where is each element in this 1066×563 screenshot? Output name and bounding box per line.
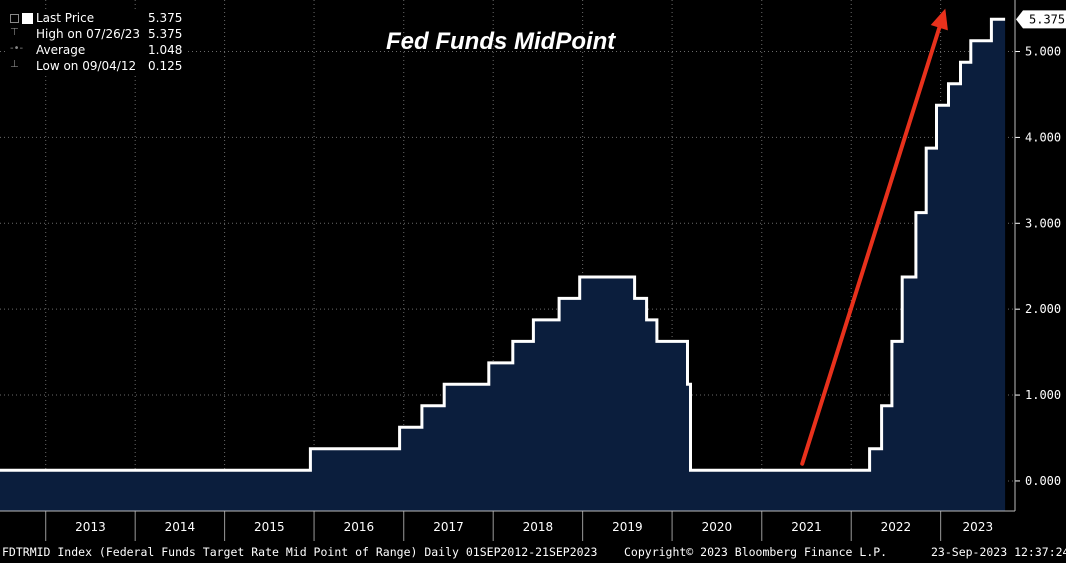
- x-tick-label: 2016: [344, 520, 375, 534]
- chart-title: Fed Funds MidPoint: [386, 28, 616, 55]
- x-tick-label: 2022: [881, 520, 912, 534]
- y-tick-label: 2.000: [1025, 302, 1061, 316]
- tag-background: [1016, 10, 1066, 29]
- tag-value: 5.375: [1029, 12, 1065, 26]
- collapse-icon[interactable]: [10, 14, 19, 23]
- y-tick-label: 1.000: [1025, 388, 1061, 402]
- x-tick-label: 2018: [523, 520, 554, 534]
- legend-label: High on 07/26/23: [36, 27, 141, 41]
- y-tick-labels: 0.000 1.000 2.000 3.000 4.000 5.000: [1025, 45, 1061, 488]
- legend-value: 1.048: [148, 43, 183, 57]
- last-value-tag: 5.375: [1016, 10, 1066, 29]
- legend-row-low: ⊥ Low on 09/04/12 0.125: [6, 58, 186, 74]
- x-tick-label: 2014: [165, 520, 196, 534]
- y-tick-label: 4.000: [1025, 130, 1061, 144]
- legend-label: Low on 09/04/12: [36, 59, 137, 73]
- legend-value: 5.375: [148, 27, 183, 41]
- footer-description: FDTRMID Index (Federal Funds Target Rate…: [2, 545, 598, 559]
- average-marker-icon: -•-: [10, 43, 24, 54]
- legend-label: Average: [36, 43, 86, 57]
- axes: [0, 0, 1020, 541]
- x-tick-label: 2019: [612, 520, 643, 534]
- x-tick-label: 2021: [791, 520, 822, 534]
- x-tick-label: 2013: [75, 520, 106, 534]
- legend-row-last-price: Last Price 5.375: [6, 10, 186, 26]
- series-line: [0, 17, 1006, 472]
- legend-value: 5.375: [148, 11, 183, 25]
- x-tick-label: 2017: [433, 520, 464, 534]
- low-marker-icon: ⊥: [10, 59, 19, 70]
- x-tick-label: 2020: [702, 520, 733, 534]
- x-tick-labels: 2013 2014 2015 2016 2017 2018 2019 2020 2021 2022…: [75, 520, 993, 534]
- legend-label: Last Price: [36, 11, 95, 25]
- trend-arrow: [800, 8, 948, 466]
- y-tick-label: 0.000: [1025, 474, 1061, 488]
- area-fill: [0, 19, 1006, 512]
- footer-timestamp: 23-Sep-2023 12:37:24: [931, 545, 1066, 559]
- x-tick-label: 2015: [254, 520, 285, 534]
- series-color-swatch: [22, 13, 33, 24]
- legend-value: 0.125: [148, 59, 183, 73]
- arrow-shaft: [800, 25, 942, 466]
- legend-row-average: -•- Average 1.048: [6, 42, 186, 58]
- footer-copyright: Copyright© 2023 Bloomberg Finance L.P.: [624, 545, 888, 559]
- high-marker-icon: ⊤: [10, 27, 19, 38]
- x-tick-label: 2023: [963, 520, 994, 534]
- y-tick-label: 3.000: [1025, 216, 1061, 230]
- legend: Last Price 5.375 ⊤ High on 07/26/23 5.37…: [6, 10, 186, 76]
- legend-row-high: ⊤ High on 07/26/23 5.375: [6, 26, 186, 42]
- arrow-head: [930, 8, 948, 31]
- y-tick-label: 5.000: [1025, 45, 1061, 59]
